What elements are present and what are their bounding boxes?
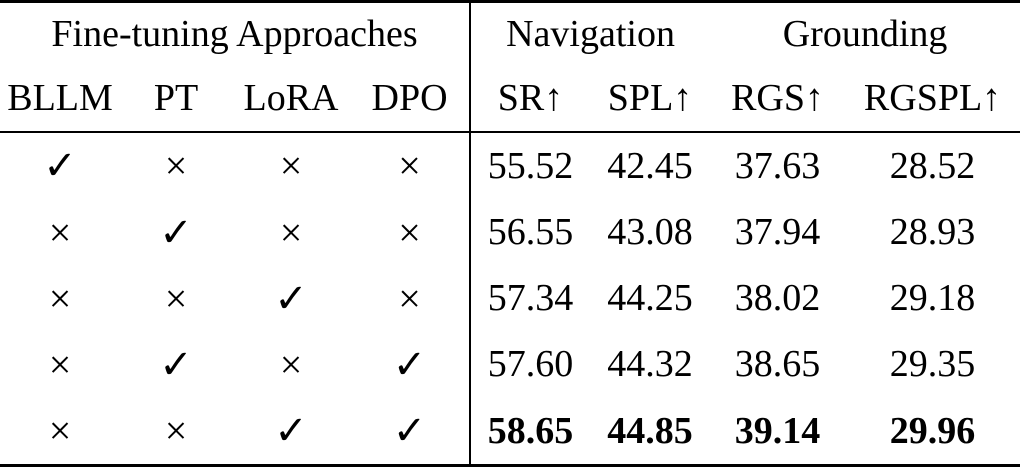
metric-cell: 39.14 bbox=[734, 409, 821, 452]
flag-cell: ✓ bbox=[274, 275, 308, 321]
column-header-row: BLLM PT LoRA DPO SR↑ SPL↑ RGS↑ RGSPL↑ bbox=[0, 65, 1020, 133]
flag-cell: ✓ bbox=[159, 341, 193, 387]
flag-cell: × bbox=[279, 341, 303, 387]
column-header-dpo: DPO bbox=[350, 65, 472, 133]
flag-cell: × bbox=[279, 209, 303, 255]
column-header-bllm: BLLM bbox=[0, 65, 120, 133]
flag-cell: × bbox=[350, 199, 472, 266]
metric-cell: 42.45 bbox=[607, 144, 693, 187]
flag-cell: × bbox=[48, 209, 72, 255]
header-group-row: Fine-tuning Approaches Navigation Ground… bbox=[0, 1, 1020, 66]
metric-cell: 58.65 bbox=[487, 409, 574, 452]
metric-cell: 37.63 bbox=[734, 144, 821, 187]
flag-cell: ✓ bbox=[274, 408, 308, 454]
metric-cell: 44.25 bbox=[607, 277, 693, 320]
column-header-rgs: RGS↑ bbox=[710, 65, 846, 133]
flag-cell: ✓ bbox=[350, 397, 472, 466]
metric-cell: 57.60 bbox=[487, 343, 574, 386]
table-row: × × ✓ × 57.34 44.25 38.02 29.18 bbox=[0, 265, 1020, 332]
flag-cell: × bbox=[279, 143, 303, 189]
metric-cell: 56.55 bbox=[487, 211, 574, 254]
table-row: × ✓ × ✓ 57.60 44.32 38.65 29.35 bbox=[0, 331, 1020, 398]
header-group-finetuning: Fine-tuning Approaches bbox=[0, 1, 472, 66]
column-header-lora: LoRA bbox=[232, 65, 350, 133]
metric-cell: 44.32 bbox=[607, 343, 693, 386]
flag-cell: × bbox=[164, 143, 188, 189]
flag-cell: × bbox=[164, 408, 188, 454]
metric-cell: 44.85 bbox=[607, 409, 693, 452]
column-header-rgspl: RGSPL↑ bbox=[845, 65, 1020, 133]
flag-cell: × bbox=[350, 131, 472, 199]
flag-cell: × bbox=[350, 265, 472, 332]
column-header-sr: SR↑ bbox=[470, 65, 591, 133]
flag-cell: ✓ bbox=[43, 143, 77, 189]
column-header-pt: PT bbox=[120, 65, 232, 133]
metric-cell: 55.52 bbox=[487, 144, 574, 187]
metric-cell: 43.08 bbox=[607, 211, 693, 254]
column-header-spl: SPL↑ bbox=[590, 65, 711, 133]
metric-cell: 29.18 bbox=[889, 277, 976, 320]
header-group-navigation: Navigation bbox=[506, 13, 675, 56]
flag-cell: ✓ bbox=[350, 331, 472, 398]
table-row-best: × × ✓ ✓ 58.65 44.85 39.14 29.96 bbox=[0, 397, 1020, 466]
metric-cell: 38.65 bbox=[734, 343, 821, 386]
metric-cell: 37.94 bbox=[734, 211, 821, 254]
flag-cell: × bbox=[48, 275, 72, 321]
flag-cell: ✓ bbox=[159, 209, 193, 255]
metric-cell: 38.02 bbox=[734, 277, 821, 320]
metric-cell: 57.34 bbox=[487, 277, 574, 320]
flag-cell: × bbox=[48, 408, 72, 454]
flag-cell: × bbox=[164, 275, 188, 321]
flag-cell: × bbox=[48, 341, 72, 387]
header-group-grounding: Grounding bbox=[782, 13, 948, 56]
metric-cell: 28.93 bbox=[889, 211, 976, 254]
metric-cell: 28.52 bbox=[889, 144, 976, 187]
metric-cell: 29.96 bbox=[889, 409, 976, 452]
table-row: ✓ × × × 55.52 42.45 37.63 28.52 bbox=[0, 131, 1020, 199]
table-row: × ✓ × × 56.55 43.08 37.94 28.93 bbox=[0, 199, 1020, 266]
metric-cell: 29.35 bbox=[889, 343, 976, 386]
